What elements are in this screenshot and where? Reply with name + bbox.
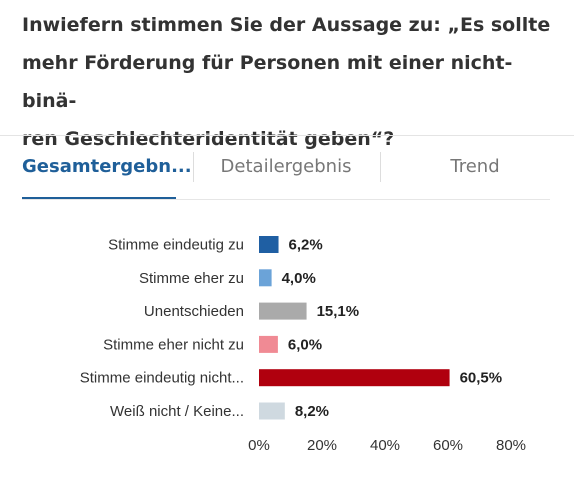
bar[interactable]: [259, 335, 278, 353]
header-divider: [0, 135, 574, 136]
x-tick-label: 0%: [248, 437, 270, 454]
value-label: 60,5%: [460, 370, 503, 387]
result-tabs: Gesamtergebn... Detailergebnis Trend: [0, 136, 574, 200]
bar[interactable]: [259, 302, 307, 320]
tab-detail-result[interactable]: Detailergebnis: [220, 156, 352, 177]
x-tick-label: 60%: [433, 437, 463, 454]
x-tick-label: 20%: [307, 437, 337, 454]
tab-separator: [193, 152, 194, 182]
bar[interactable]: [259, 402, 285, 420]
x-tick-label: 80%: [496, 437, 526, 454]
bar[interactable]: [259, 269, 272, 287]
category-label: Stimme eher nicht zu: [103, 336, 244, 353]
category-label: Weiß nicht / Keine...: [110, 403, 244, 420]
question-title: Inwiefern stimmen Sie der Aussage zu: „E…: [22, 6, 562, 158]
category-label: Unentschieden: [144, 303, 244, 320]
question-line-1: Inwiefern stimmen Sie der Aussage zu: „E…: [22, 14, 551, 36]
tab-trend[interactable]: Trend: [450, 156, 500, 177]
question-line-2: mehr Förderung für Personen mit einer ni…: [22, 52, 513, 112]
category-label: Stimme eher zu: [139, 270, 244, 287]
tab-separator: [380, 152, 381, 182]
tab-overall-result[interactable]: Gesamtergebn...: [22, 136, 192, 200]
x-tick-label: 40%: [370, 437, 400, 454]
value-label: 6,2%: [289, 237, 323, 254]
value-label: 4,0%: [282, 270, 316, 287]
category-label: Stimme eindeutig nicht...: [80, 370, 244, 387]
value-label: 15,1%: [317, 303, 360, 320]
tabs-underline: [22, 199, 550, 200]
category-label: Stimme eindeutig zu: [108, 237, 244, 254]
bar[interactable]: [259, 236, 279, 253]
value-label: 6,0%: [288, 336, 322, 353]
question-line-3: ren Geschlechteridentität geben“?: [22, 128, 395, 150]
bar[interactable]: [259, 369, 450, 387]
value-label: 8,2%: [295, 403, 329, 420]
